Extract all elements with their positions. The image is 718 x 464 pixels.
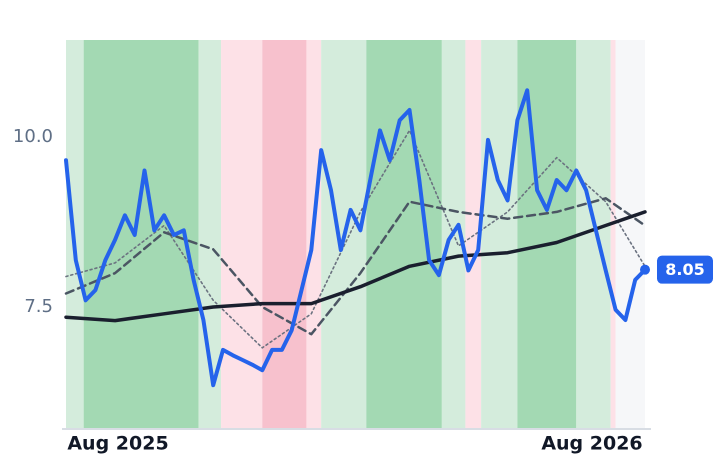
x-tick-label: Aug 2025 [67,433,168,455]
y-tick-label: 10.0 [13,126,53,147]
regime-band [615,40,645,428]
series-line [64,88,647,388]
series-line [64,210,647,323]
line-layer: 8.05 [64,88,713,388]
regime-band [481,40,518,428]
y-tick-label: 7.5 [24,296,53,317]
x-tick-label: Aug 2026 [541,433,642,455]
last-point [640,264,650,275]
regime-band [262,40,307,428]
regime-band [465,40,482,428]
last-value-label: 8.05 [665,260,704,279]
regime-band [610,40,616,428]
regime-band [83,40,199,428]
last-value-badge [657,255,713,284]
regime-band [366,40,442,428]
regime-band [221,40,263,428]
series-line [64,197,647,336]
series-line [65,129,646,349]
axis-layer: 7.5 10.0 Aug 2025 Aug 2026 [13,126,651,455]
band-layer [66,40,645,428]
